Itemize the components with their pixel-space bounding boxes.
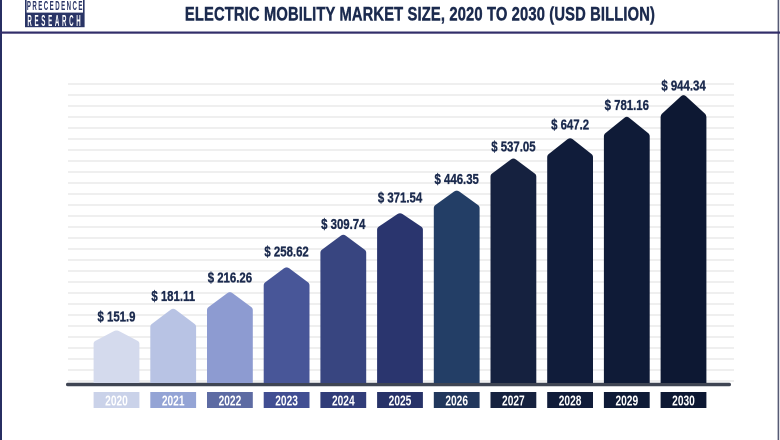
svg-text:2024: 2024: [332, 391, 355, 409]
svg-text:2030: 2030: [672, 391, 695, 409]
svg-text:$ 446.35: $ 446.35: [435, 171, 480, 188]
svg-text:$ 647.2: $ 647.2: [551, 116, 589, 133]
svg-text:RESEARCH: RESEARCH: [27, 11, 83, 29]
svg-text:2026: 2026: [445, 391, 468, 409]
svg-text:$ 258.62: $ 258.62: [264, 243, 308, 260]
svg-text:2027: 2027: [502, 391, 525, 409]
svg-text:PRECEDENCE: PRECEDENCE: [27, 0, 84, 14]
svg-text:2023: 2023: [275, 391, 298, 409]
svg-text:2029: 2029: [615, 391, 638, 409]
svg-text:$ 216.26: $ 216.26: [208, 269, 252, 286]
svg-text:$ 537.05: $ 537.05: [491, 138, 536, 155]
svg-text:$ 781.16: $ 781.16: [605, 96, 649, 113]
svg-text:$ 151.9: $ 151.9: [97, 308, 135, 325]
svg-text:2022: 2022: [219, 391, 242, 409]
svg-text:$ 371.54: $ 371.54: [378, 189, 423, 206]
svg-text:2020: 2020: [105, 391, 128, 409]
svg-text:2025: 2025: [389, 391, 412, 409]
svg-text:ELECTRIC MOBILITY MARKET SIZE,: ELECTRIC MOBILITY MARKET SIZE, 2020 TO 2…: [185, 4, 655, 25]
svg-text:2021: 2021: [162, 391, 185, 409]
svg-text:$ 309.74: $ 309.74: [321, 215, 366, 232]
svg-text:2028: 2028: [559, 391, 582, 409]
svg-text:$ 944.34: $ 944.34: [661, 77, 706, 94]
svg-text:$ 181.11: $ 181.11: [151, 287, 195, 304]
